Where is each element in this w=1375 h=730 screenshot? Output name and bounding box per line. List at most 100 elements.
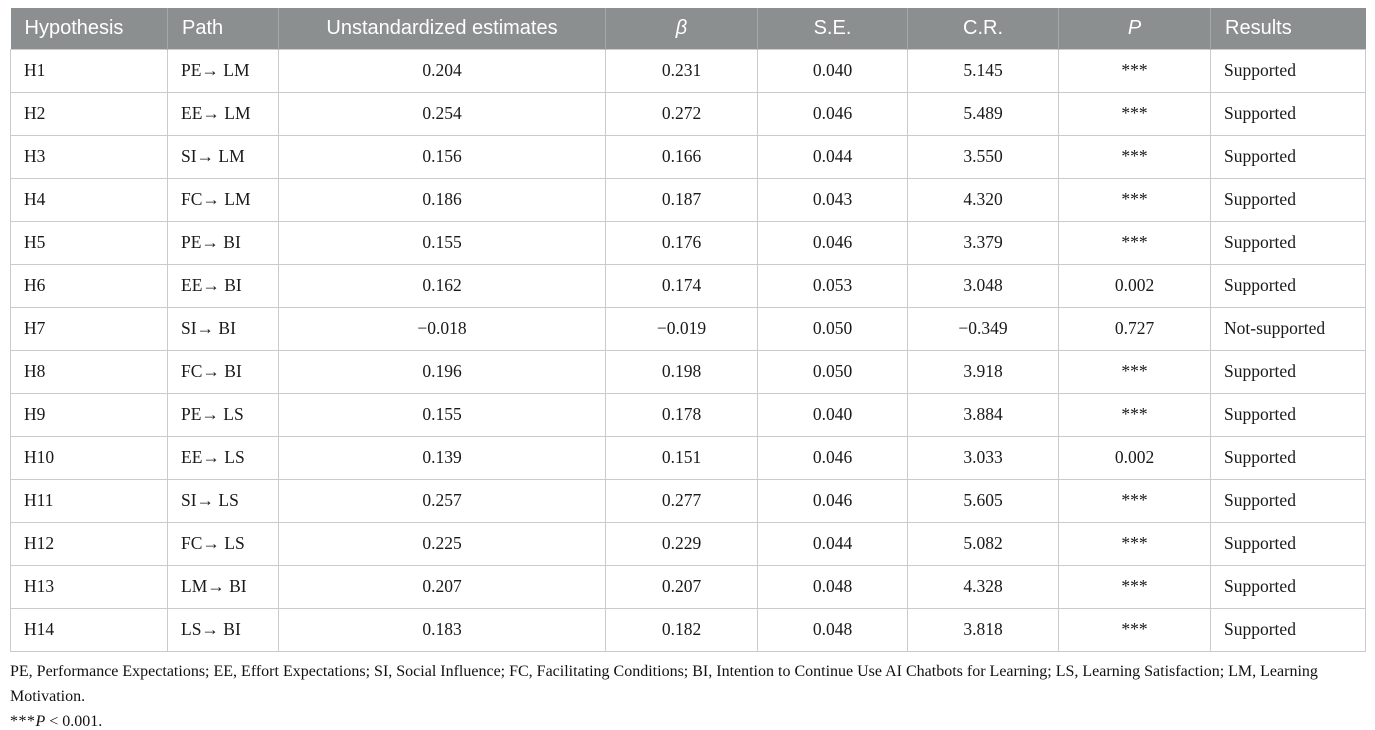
- cell-se: 0.044: [757, 134, 908, 179]
- cell-path: FC→ BI: [167, 349, 279, 394]
- table-row: H9 PE→ LS 0.155 0.178 0.040 3.884 *** Supported: [10, 392, 1366, 437]
- cell-se: 0.040: [757, 392, 908, 437]
- column-header-unstd: Unstandardized estimates: [278, 8, 606, 49]
- cell-hypothesis: H10: [10, 435, 168, 480]
- significance-p-symbol: P: [35, 712, 46, 730]
- cell-p: ***: [1058, 564, 1211, 609]
- cell-unstd: 0.254: [278, 91, 606, 136]
- cell-p: 0.002: [1058, 435, 1211, 480]
- cell-cr: 3.818: [907, 607, 1059, 652]
- table-row: H3 SI→ LM 0.156 0.166 0.044 3.550 *** Supported: [10, 134, 1366, 179]
- cell-path: EE→ LS: [167, 435, 279, 480]
- cell-p: ***: [1058, 607, 1211, 652]
- cell-hypothesis: H7: [10, 306, 168, 351]
- table-row: H4 FC→ LM 0.186 0.187 0.043 4.320 *** Supported: [10, 177, 1366, 222]
- cell-result: Supported: [1210, 263, 1366, 308]
- table-row: H2 EE→ LM 0.254 0.272 0.046 5.489 *** Supported: [10, 91, 1366, 136]
- cell-path: LS→ BI: [167, 607, 279, 652]
- cell-result: Supported: [1210, 607, 1366, 652]
- cell-path: SI→ LS: [167, 478, 279, 523]
- cell-p: 0.002: [1058, 263, 1211, 308]
- cell-p: ***: [1058, 478, 1211, 523]
- cell-result: Supported: [1210, 91, 1366, 136]
- cell-beta: 0.182: [605, 607, 758, 652]
- column-header-hypothesis: Hypothesis: [10, 8, 168, 49]
- cell-unstd: 0.225: [278, 521, 606, 566]
- cell-beta: 0.272: [605, 91, 758, 136]
- cell-hypothesis: H8: [10, 349, 168, 394]
- cell-result: Supported: [1210, 134, 1366, 179]
- cell-path: PE→ BI: [167, 220, 279, 265]
- cell-path: SI→ LM: [167, 134, 279, 179]
- cell-hypothesis: H9: [10, 392, 168, 437]
- cell-cr: 3.884: [907, 392, 1059, 437]
- table-row: H10 EE→ LS 0.139 0.151 0.046 3.033 0.002 Suppor…: [10, 435, 1366, 480]
- cell-unstd: 0.204: [278, 48, 606, 93]
- significance-threshold: < 0.001.: [45, 712, 103, 730]
- abbreviation-note: PE, Performance Expectations; EE, Effort…: [10, 662, 1318, 705]
- cell-path: SI→ BI: [167, 306, 279, 351]
- cell-p: ***: [1058, 349, 1211, 394]
- cell-se: 0.040: [757, 48, 908, 93]
- cell-cr: 4.320: [907, 177, 1059, 222]
- cell-cr: 5.605: [907, 478, 1059, 523]
- cell-beta: 0.151: [605, 435, 758, 480]
- cell-se: 0.046: [757, 91, 908, 136]
- table-row: H11 SI→ LS 0.257 0.277 0.046 5.605 *** Supporte…: [10, 478, 1366, 523]
- cell-result: Supported: [1210, 521, 1366, 566]
- table-row: H13 LM→ BI 0.207 0.207 0.048 4.328 *** Supporte…: [10, 564, 1366, 609]
- cell-cr: 3.550: [907, 134, 1059, 179]
- cell-hypothesis: H12: [10, 521, 168, 566]
- cell-p: ***: [1058, 48, 1211, 93]
- cell-beta: 0.174: [605, 263, 758, 308]
- cell-path: PE→ LM: [167, 48, 279, 93]
- cell-unstd: 0.186: [278, 177, 606, 222]
- cell-beta: 0.166: [605, 134, 758, 179]
- cell-se: 0.046: [757, 220, 908, 265]
- table-row: H8 FC→ BI 0.196 0.198 0.050 3.918 *** Supported: [10, 349, 1366, 394]
- cell-p: ***: [1058, 134, 1211, 179]
- cell-path: EE→ LM: [167, 91, 279, 136]
- cell-result: Supported: [1210, 349, 1366, 394]
- cell-beta: 0.178: [605, 392, 758, 437]
- cell-p: ***: [1058, 392, 1211, 437]
- cell-beta: 0.187: [605, 177, 758, 222]
- cell-se: 0.048: [757, 607, 908, 652]
- table-row: H7 SI→ BI −0.018 −0.019 0.050 −0.349 0.727 Not-…: [10, 306, 1366, 351]
- cell-se: 0.046: [757, 478, 908, 523]
- cell-hypothesis: H2: [10, 91, 168, 136]
- cell-result: Supported: [1210, 392, 1366, 437]
- cell-cr: 3.918: [907, 349, 1059, 394]
- cell-path: EE→ BI: [167, 263, 279, 308]
- cell-unstd: −0.018: [278, 306, 606, 351]
- cell-beta: 0.207: [605, 564, 758, 609]
- cell-unstd: 0.155: [278, 392, 606, 437]
- cell-unstd: 0.207: [278, 564, 606, 609]
- cell-hypothesis: H11: [10, 478, 168, 523]
- table-body: H1 PE→ LM 0.204 0.231 0.040 5.145 *** Supported…: [10, 48, 1366, 652]
- cell-path: FC→ LM: [167, 177, 279, 222]
- cell-se: 0.048: [757, 564, 908, 609]
- cell-hypothesis: H5: [10, 220, 168, 265]
- cell-result: Supported: [1210, 435, 1366, 480]
- table-row: H6 EE→ BI 0.162 0.174 0.053 3.048 0.002 Support…: [10, 263, 1366, 308]
- column-header-beta: β: [605, 8, 758, 49]
- cell-p: 0.727: [1058, 306, 1211, 351]
- cell-p: ***: [1058, 177, 1211, 222]
- cell-beta: −0.019: [605, 306, 758, 351]
- cell-beta: 0.277: [605, 478, 758, 523]
- cell-cr: 5.489: [907, 91, 1059, 136]
- table-row: H14 LS→ BI 0.183 0.182 0.048 3.818 *** Supporte…: [10, 607, 1366, 652]
- cell-result: Supported: [1210, 478, 1366, 523]
- cell-se: 0.046: [757, 435, 908, 480]
- cell-cr: 3.033: [907, 435, 1059, 480]
- cell-beta: 0.176: [605, 220, 758, 265]
- cell-cr: 3.048: [907, 263, 1059, 308]
- cell-se: 0.050: [757, 349, 908, 394]
- cell-unstd: 0.196: [278, 349, 606, 394]
- column-header-result: Results: [1210, 8, 1366, 49]
- table-row: H5 PE→ BI 0.155 0.176 0.046 3.379 *** Supported: [10, 220, 1366, 265]
- cell-se: 0.050: [757, 306, 908, 351]
- cell-hypothesis: H14: [10, 607, 168, 652]
